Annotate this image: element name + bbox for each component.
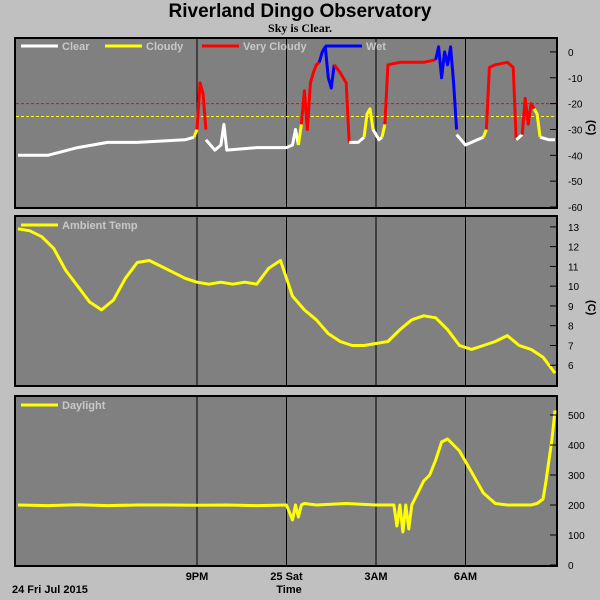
sky-y-ticks: 0 -10 -20 -30 -40 -50 -60	[550, 48, 583, 214]
sky-segment-cloudy	[362, 107, 375, 138]
sky-segment-wet	[434, 45, 459, 130]
sky-segment-clear	[539, 135, 555, 142]
daylight-y-ticks: 0 100 200 300 400 500	[550, 411, 585, 572]
sky-ytick-label: -10	[568, 74, 583, 85]
sky-segment-cloudy	[296, 124, 303, 146]
sky-segment-clear	[515, 133, 524, 141]
ambient-ytick-label: 9	[568, 302, 574, 313]
daylight-legend-label: Daylight	[62, 400, 106, 412]
sky-segment-clear	[18, 135, 195, 157]
ambient-y-axis-label: (C)	[585, 300, 597, 316]
x-axis-label: Time	[276, 584, 301, 596]
sky-segment-clear	[204, 122, 300, 152]
sky-ytick-label: -30	[568, 125, 583, 136]
x-tick-label: 9PM	[186, 571, 209, 583]
daylight-line	[17, 410, 557, 534]
ambient-ytick-label: 12	[568, 243, 580, 254]
sky-segment-cloudy	[380, 123, 387, 138]
sky-segment-clear	[455, 133, 484, 147]
legend-label-very-cloudy: Very Cloudy	[243, 41, 307, 53]
x-tick-label: 6AM	[454, 571, 477, 583]
daylight-legend: Daylight	[21, 400, 106, 412]
ambient-ytick-label: 7	[568, 341, 574, 352]
sky-segment-clear	[371, 128, 383, 142]
ambient-y-ticks: 6 7 8 9 10 11 12 13	[550, 223, 580, 372]
ambient-legend-label: Ambient Temp	[62, 220, 138, 232]
sky-legend: Clear Cloudy Very Cloudy Wet	[21, 41, 386, 53]
legend-label-cloudy: Cloudy	[146, 41, 184, 53]
legend-label-wet: Wet	[366, 41, 386, 53]
sky-ytick-label: -40	[568, 151, 583, 162]
daylight-ytick-label: 400	[568, 441, 585, 452]
sky-segment-wet	[317, 45, 336, 90]
sky-segment-cloudy	[192, 128, 199, 138]
sky-ytick-label: -60	[568, 203, 583, 214]
x-tick-label: 25 Sat	[270, 571, 303, 583]
daylight-ytick-label: 100	[568, 531, 585, 542]
ambient-ytick-label: 13	[568, 223, 580, 234]
ambient-legend: Ambient Temp	[21, 220, 138, 232]
sky-segment-very_cloudy	[299, 61, 321, 131]
sky-segment-very_cloudy	[333, 63, 351, 143]
ambient-series	[17, 227, 557, 375]
sky-segment-clear	[349, 136, 366, 144]
x-axis-ticks: 9PM 25 Sat 3AM 6AM	[186, 571, 477, 583]
sky-segment-very_cloudy	[195, 81, 208, 130]
ambient-ytick-label: 10	[568, 282, 580, 293]
sky-segment-very_cloudy	[484, 60, 518, 140]
sky-segment-cloudy	[532, 108, 542, 138]
sky-ytick-label: -50	[568, 177, 583, 188]
ambient-line	[17, 227, 557, 375]
x-tick-label: 3AM	[364, 571, 387, 583]
sky-segment-very_cloudy	[383, 58, 437, 125]
sky-segment-very_cloudy	[520, 96, 536, 135]
daylight-ytick-label: 500	[568, 411, 585, 422]
sky-ytick-label: 0	[568, 48, 574, 59]
daylight-grid	[196, 397, 466, 565]
sky-ytick-label: -20	[568, 100, 583, 111]
ambient-ytick-label: 8	[568, 322, 574, 333]
daylight-ytick-label: 0	[568, 561, 574, 572]
daylight-ytick-label: 200	[568, 501, 585, 512]
sky-segment-cloudy	[482, 128, 488, 138]
ambient-ytick-label: 6	[568, 361, 574, 372]
date-label: 24 Fri Jul 2015	[12, 584, 88, 596]
legend-label-clear: Clear	[62, 41, 90, 53]
sky-y-axis-label: (C)	[585, 120, 597, 136]
chart-title: Riverland Dingo Observatory	[168, 1, 432, 22]
ambient-grid	[196, 217, 466, 385]
sky-series	[18, 45, 555, 157]
daylight-ytick-label: 300	[568, 471, 585, 482]
ambient-ytick-label: 11	[568, 262, 579, 273]
daylight-series	[17, 410, 557, 534]
sky-thresholds	[16, 103, 556, 118]
sky-status: Sky is Clear.	[268, 21, 332, 35]
